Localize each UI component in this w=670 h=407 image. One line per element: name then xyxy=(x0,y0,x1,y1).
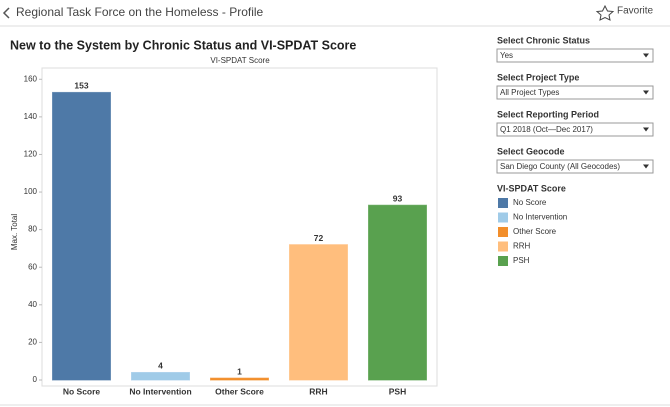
bar xyxy=(289,244,348,381)
header-title: Regional Task Force on the Homeless - Pr… xyxy=(16,5,264,19)
y-tick-label: 40 xyxy=(28,300,37,309)
value-label: 4 xyxy=(158,361,163,371)
filter-label: Select Geocode xyxy=(497,146,565,156)
filter-value[interactable]: San Diego County (All Geocodes) xyxy=(500,162,620,171)
legend-label[interactable]: RRH xyxy=(513,242,531,251)
filter-value[interactable]: All Project Types xyxy=(500,88,559,97)
legend-label[interactable]: No Intervention xyxy=(513,213,567,222)
y-tick-label: 80 xyxy=(28,225,37,234)
y-tick-label: 140 xyxy=(24,112,38,121)
legend-label[interactable]: No Score xyxy=(513,198,547,207)
bar xyxy=(52,91,111,381)
value-label: 153 xyxy=(74,81,88,91)
filter-dropdown[interactable] xyxy=(496,85,654,100)
y-tick-label: 120 xyxy=(24,150,38,159)
legend-swatch[interactable] xyxy=(498,198,508,208)
legend-swatch[interactable] xyxy=(498,256,508,266)
bar xyxy=(210,377,269,381)
y-tick-label: 20 xyxy=(28,338,37,347)
favorite-icon[interactable] xyxy=(595,4,615,21)
y-tick-label: 0 xyxy=(33,375,38,384)
filter-label: Select Reporting Period xyxy=(497,109,599,119)
filter-dropdown[interactable] xyxy=(496,122,654,137)
legend-swatch[interactable] xyxy=(498,227,508,237)
value-label: 1 xyxy=(237,366,242,376)
x-tick-label: PSH xyxy=(389,386,406,396)
dropdown-arrow[interactable] xyxy=(643,90,649,95)
x-tick-label: No Intervention xyxy=(129,386,191,396)
x-tick-label: No Score xyxy=(63,386,101,396)
legend-label[interactable]: PSH xyxy=(513,256,530,265)
back-button[interactable] xyxy=(2,7,10,19)
dropdown-arrow[interactable] xyxy=(643,53,649,58)
favorite-label[interactable]: Favorite xyxy=(617,6,654,17)
dropdown-arrow[interactable] xyxy=(643,127,649,132)
x-axis-header: VI-SPDAT Score xyxy=(210,56,270,65)
chart-title: New to the System by Chronic Status and … xyxy=(10,38,356,52)
y-tick-label: 160 xyxy=(24,74,38,83)
header-bar xyxy=(0,0,670,26)
x-tick-label: Other Score xyxy=(215,386,264,396)
dropdown-arrow[interactable] xyxy=(643,164,649,169)
value-label: 93 xyxy=(393,193,403,203)
y-tick-label: 60 xyxy=(28,262,37,271)
filter-label: Select Chronic Status xyxy=(497,35,590,45)
filter-value[interactable]: Yes xyxy=(500,51,513,60)
plot-area xyxy=(41,67,438,387)
y-axis-label: Max. Total xyxy=(10,214,19,251)
legend-swatch[interactable] xyxy=(498,212,508,223)
filter-value[interactable]: Q1 2018 (Oct—Dec 2017) xyxy=(500,125,593,134)
x-tick-label: RRH xyxy=(309,386,327,396)
filter-label: Select Project Type xyxy=(497,72,579,82)
bar xyxy=(368,204,427,381)
legend-title: VI-SPDAT Score xyxy=(497,183,566,193)
bar xyxy=(131,371,190,381)
value-label: 72 xyxy=(314,233,324,243)
filter-dropdown[interactable] xyxy=(496,159,654,174)
y-tick-label: 100 xyxy=(24,187,38,196)
legend-swatch[interactable] xyxy=(498,241,508,252)
legend-label[interactable]: Other Score xyxy=(513,227,557,236)
filter-dropdown[interactable] xyxy=(496,48,654,63)
